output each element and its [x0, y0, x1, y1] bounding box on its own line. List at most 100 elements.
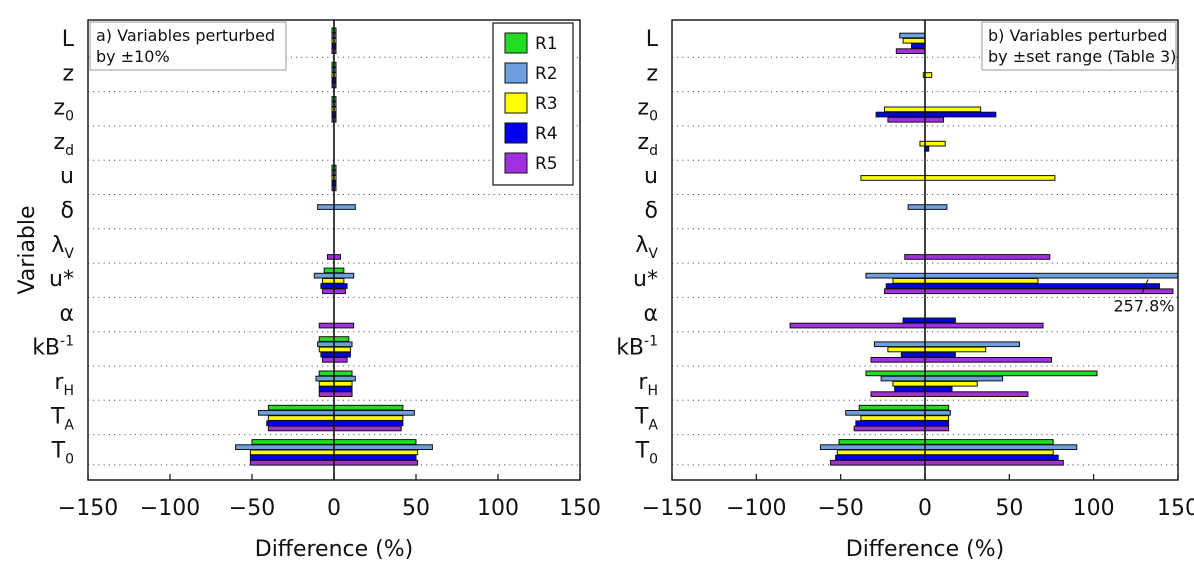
y-tick-subscript: A [64, 417, 74, 433]
y-tick-label: λV [635, 233, 658, 262]
y-tick-base: L [646, 27, 659, 52]
y-tick-base: δ [645, 199, 658, 224]
bar [819, 444, 1078, 450]
bar [267, 415, 404, 421]
y-tick-base: u [644, 164, 658, 189]
bar [870, 357, 1052, 363]
legend-label: R3 [535, 94, 558, 114]
bar [892, 380, 978, 387]
y-tick-subscript: 0 [649, 452, 658, 468]
y-tick-label: z [646, 61, 658, 86]
bar [315, 375, 356, 382]
x-tick-label: −50 [229, 496, 275, 521]
x-tick-label: 50 [995, 496, 1023, 521]
bar [838, 439, 1054, 445]
x-axis-title: Difference (%) [255, 537, 413, 562]
y-tick-subscript: V [64, 246, 74, 262]
y-tick-base: kB [32, 336, 60, 361]
bar [887, 346, 987, 353]
x-tick-label: 100 [477, 496, 519, 521]
y-tick-superscript: -1 [644, 334, 658, 350]
y-tick-subscript: A [648, 417, 658, 433]
x-axis-title: Difference (%) [846, 537, 1004, 562]
y-tick-label: z0 [54, 96, 74, 125]
y-tick-label: z [62, 61, 74, 86]
x-tick-label: −50 [817, 496, 863, 521]
y-tick-base: α [643, 301, 658, 326]
y-tick-label: L [62, 27, 75, 52]
legend-swatch [504, 122, 528, 144]
y-tick-base: kB [616, 336, 644, 361]
y-tick-label: u [60, 164, 74, 189]
x-tick-label: −100 [726, 496, 786, 521]
y-tick-base: δ [61, 199, 74, 224]
y-tick-label: rH [638, 370, 658, 399]
bar [911, 43, 926, 49]
bar [902, 37, 926, 44]
legend-label: R2 [535, 64, 558, 84]
bar [789, 322, 1044, 329]
y-tick-base: z [54, 96, 66, 121]
y-tick-subscript: d [649, 143, 658, 159]
y-tick-subscript: V [648, 246, 658, 262]
bar [895, 48, 926, 54]
y-tick-label: L [646, 27, 659, 52]
y-tick-base: u* [633, 267, 658, 292]
y-tick-label: λV [51, 233, 74, 262]
x-tick-label: −150 [642, 496, 702, 521]
y-tick-base: T [51, 439, 66, 464]
y-tick-base: z [638, 130, 650, 155]
bar [318, 386, 353, 392]
annotation-box [89, 21, 287, 71]
annotation-box [981, 21, 1177, 71]
y-tick-base: λ [635, 233, 648, 258]
bar [266, 420, 404, 427]
bar [902, 317, 956, 324]
y-tick-subscript: H [647, 383, 658, 399]
y-tick-base: z [54, 130, 66, 155]
bar [845, 410, 951, 416]
y-tick-subscript: 0 [649, 109, 658, 125]
y-tick-base: z [62, 61, 74, 86]
bar [884, 106, 982, 113]
legend-label: R4 [535, 124, 558, 144]
x-tick-label: 100 [1073, 496, 1115, 521]
bar [899, 32, 926, 39]
x-tick-label: −150 [58, 496, 118, 521]
y-tick-subscript: 0 [65, 109, 74, 125]
bar [919, 140, 946, 147]
legend-swatch [504, 32, 528, 54]
bar [884, 288, 1174, 295]
y-tick-label: z0 [638, 96, 658, 125]
bar [894, 386, 953, 392]
x-tick-label: 150 [559, 496, 601, 521]
bar [317, 204, 356, 210]
legend-swatch [504, 62, 528, 84]
y-tick-label: kB-1 [616, 334, 658, 361]
y-tick-base: T [634, 404, 649, 429]
bar [922, 72, 933, 78]
y-tick-subscript: 0 [65, 452, 74, 468]
bar [318, 370, 353, 377]
bar [835, 454, 1059, 461]
bar [855, 420, 950, 427]
y-tick-label: zd [638, 130, 658, 159]
y-tick-subscript: d [65, 143, 74, 159]
y-tick-base: T [50, 404, 65, 429]
legend-label: R1 [535, 34, 558, 54]
y-tick-base: r [54, 370, 64, 395]
legend-swatch [504, 152, 528, 174]
x-tick-label: 0 [918, 496, 932, 521]
y-tick-base: u* [49, 267, 74, 292]
bar [318, 391, 353, 397]
bar [322, 278, 345, 284]
bar [318, 380, 353, 387]
bar [317, 341, 353, 348]
bar [860, 175, 1056, 181]
bar [885, 283, 1160, 289]
x-tick-label: −100 [140, 496, 200, 521]
callout-line [1141, 279, 1149, 294]
bar [907, 204, 948, 210]
annotation-line: b) Variables perturbed [988, 26, 1167, 45]
